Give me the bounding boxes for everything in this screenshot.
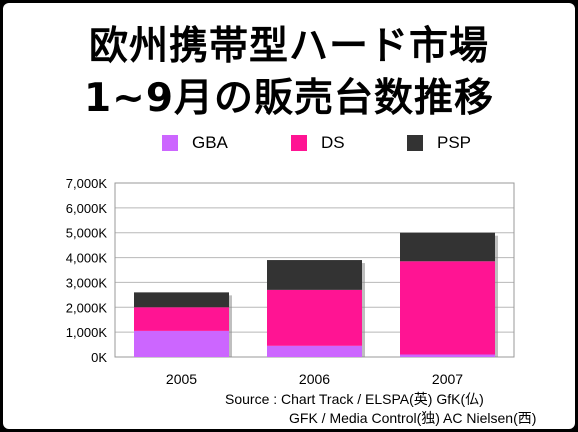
x-tick-label: 2006: [299, 371, 330, 387]
y-tick-label: 1,000K: [66, 325, 108, 340]
source-line-1: Source : Chart Track / ELSPA(英) GfK(仏): [225, 391, 484, 407]
legend-item-psp: PSP: [407, 131, 471, 155]
x-tick-label: 2007: [432, 371, 463, 387]
legend-item-ds: DS: [291, 131, 345, 155]
legend-swatch-gba: [162, 135, 178, 151]
y-tick-label: 7,000K: [66, 176, 108, 191]
x-tick-label: 2005: [166, 371, 197, 387]
legend: GBA DS PSP: [3, 131, 575, 155]
legend-label-gba: GBA: [192, 133, 228, 152]
bar-psp-2007: [400, 232, 495, 262]
bar-ds-2005: [134, 307, 229, 331]
y-tick-label: 3,000K: [66, 275, 108, 290]
legend-swatch-ds: [291, 135, 307, 151]
title-line-1: 欧州携帯型ハード市場: [88, 24, 489, 69]
legend-item-gba: GBA: [162, 131, 228, 155]
stacked-bar-chart: 0K 1,000K 2,000K 3,000K 4,000K 5,000K 6,000K 7,…: [66, 176, 515, 387]
bar-gba-2005: [134, 330, 229, 357]
y-tick-label: 4,000K: [66, 251, 108, 266]
y-tick-label: 6,000K: [66, 201, 108, 216]
bar-gba-2007: [400, 354, 495, 357]
bar-shadow: [362, 263, 365, 357]
source-line-2: GFK / Media Control(独) AC Nielsen(西): [289, 410, 537, 426]
bar-ds-2007: [400, 261, 495, 355]
title-line-2: 1~9月の販売台数推移: [84, 76, 494, 121]
bar-ds-2006: [267, 289, 362, 346]
legend-label-ds: DS: [321, 133, 345, 152]
y-tick-label: 0K: [91, 350, 107, 365]
bar-gba-2006: [267, 345, 362, 357]
bar-shadow: [495, 235, 498, 357]
bar-psp-2005: [134, 292, 229, 308]
slide: 欧州携帯型ハード市場 1~9月の販売台数推移 GBA DS PSP 0K 1,00…: [3, 3, 575, 429]
bar-psp-2006: [267, 260, 362, 290]
bar-shadow: [229, 295, 232, 357]
legend-label-psp: PSP: [437, 133, 472, 152]
y-tick-label: 2,000K: [66, 300, 108, 315]
y-tick-label: 5,000K: [66, 226, 108, 241]
legend-swatch-psp: [407, 135, 423, 151]
